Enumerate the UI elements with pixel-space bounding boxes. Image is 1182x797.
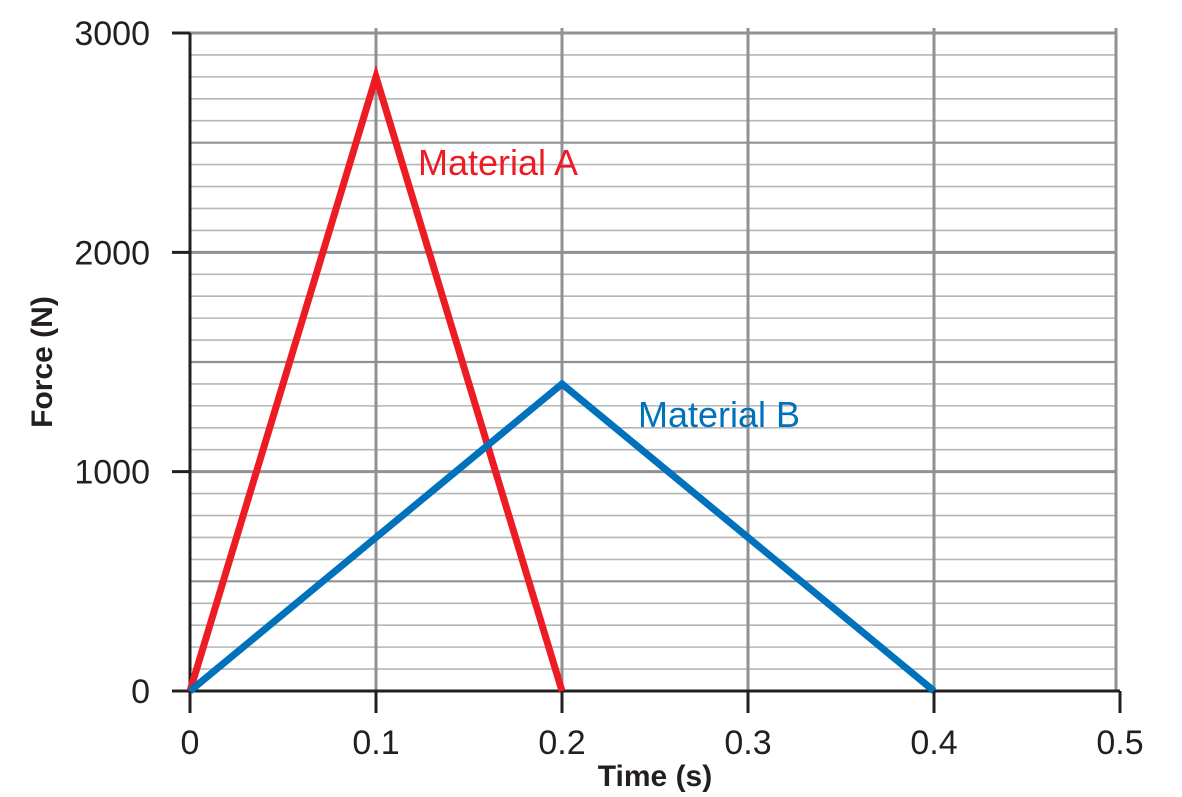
series-line-material-b [187,379,937,694]
x-tick-label: 0.5 [1096,724,1143,762]
y-tick-label: 2000 [74,234,150,272]
y-axis-title: Force (N) [26,296,59,428]
x-tick-label: 0.4 [910,724,957,762]
x-tick-label: 0.3 [724,724,771,762]
axis-ticks [172,31,1122,713]
major-gridlines [190,28,1118,691]
x-axis-title: Time (s) [598,760,712,793]
series-label-material-b: Material B [638,394,800,435]
x-tick-label: 0.2 [538,724,585,762]
x-tick-label: 0.1 [352,724,399,762]
axes [188,33,1120,693]
y-tick-label: 0 [131,673,150,711]
y-tick-label: 1000 [74,454,150,492]
series-lines [186,64,937,694]
y-tick-label: 3000 [74,15,150,53]
series-label-material-a: Material A [418,142,578,183]
series-line-material-a [186,64,566,693]
x-tick-label: 0 [181,724,200,762]
tick-labels: 0 1000 2000 3000 0 0.1 0.2 0.3 0.4 0.5 [74,15,1143,762]
